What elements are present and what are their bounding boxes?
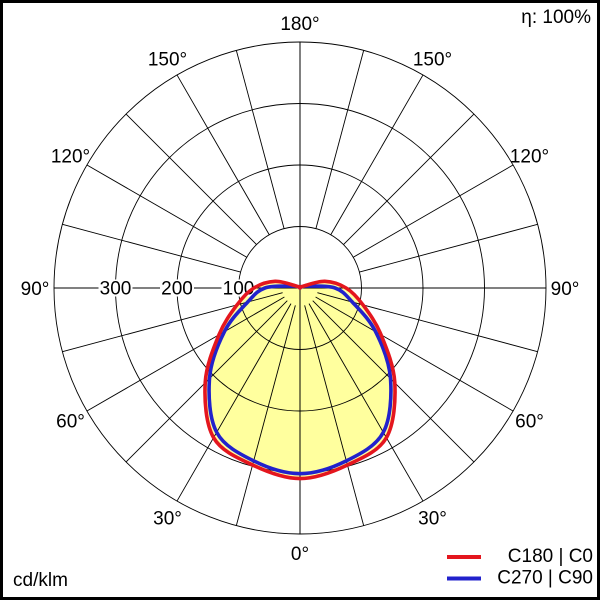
- grid-spoke: [353, 164, 514, 258]
- grid-spoke: [235, 305, 296, 526]
- grid-spoke: [315, 296, 514, 412]
- legend: C180 | C0 C270 | C90: [447, 546, 593, 589]
- curve-c180-c0: [203, 279, 397, 481]
- radial-tick-label: 300: [100, 279, 132, 300]
- angle-label-180: 180°: [280, 14, 319, 35]
- angle-label-90: 90°: [21, 279, 50, 300]
- tick-label-bg: [98, 279, 133, 297]
- angle-label-120: 120°: [510, 147, 549, 168]
- grid-spoke: [315, 50, 365, 229]
- legend-label-c270-c90: C270 | C90: [497, 568, 593, 589]
- angle-label-30: 30°: [153, 508, 182, 529]
- angle-label-120: 120°: [51, 147, 90, 168]
- grid-spoke: [176, 303, 292, 502]
- angle-label-150: 150°: [148, 50, 187, 71]
- angle-label-60: 60°: [515, 412, 544, 433]
- angle-label-60: 60°: [56, 412, 85, 433]
- grid-spoke: [304, 305, 365, 526]
- grid-spoke: [62, 223, 241, 273]
- angle-label-90: 90°: [551, 279, 580, 300]
- angle-label-150: 150°: [413, 50, 452, 71]
- angle-label-30: 30°: [418, 508, 447, 529]
- intensity-curves-layer: [203, 279, 397, 481]
- grid-spoke: [308, 303, 424, 502]
- radial-tick-label: 200: [161, 279, 193, 300]
- angle-label-0: 0°: [291, 544, 309, 565]
- grid-spoke: [125, 113, 257, 245]
- grid-spoke: [86, 296, 285, 412]
- legend-label-c180-c0: C180 | C0: [508, 546, 593, 567]
- unit-label: cd/klm: [13, 570, 68, 591]
- grid-spoke: [330, 74, 424, 235]
- grid-spoke: [343, 113, 475, 245]
- tick-label-bg: [160, 279, 194, 297]
- efficiency-label: η: 100%: [521, 7, 591, 28]
- grid-spoke: [359, 223, 538, 273]
- grid-spoke: [176, 74, 270, 235]
- grid-spoke: [86, 164, 247, 258]
- grid-spoke: [235, 50, 285, 229]
